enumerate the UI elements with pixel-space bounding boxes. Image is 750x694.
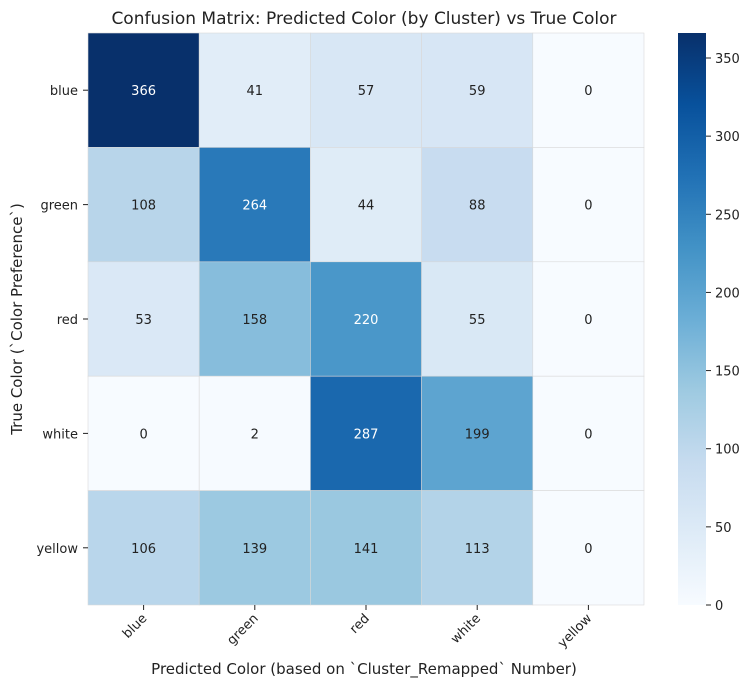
- heatmap-cell: [532, 261, 645, 377]
- heatmap-cell: [532, 375, 645, 491]
- cell-value-label: 0: [139, 427, 147, 442]
- cell-value-label: 0: [584, 313, 592, 328]
- cell-value-label: 287: [354, 427, 379, 442]
- x-tick-label: yellow: [555, 611, 595, 651]
- x-tick-label: blue: [120, 611, 150, 641]
- heatmap-cell: [310, 490, 422, 606]
- heatmap-cell: [198, 261, 311, 377]
- x-axis-ticks: blue green red white yellow: [120, 605, 595, 651]
- heatmap-cell: [198, 32, 311, 148]
- cell-value-label: 141: [354, 542, 379, 557]
- colorbar-ticks: 0 50 100 150 200 250 300 350: [706, 52, 740, 614]
- heatmap-cells: [87, 32, 645, 606]
- heatmap-cell: [421, 261, 534, 377]
- colorbar-tick-label: 200: [715, 286, 740, 301]
- colorbar: [678, 33, 706, 605]
- cell-value-label: 0: [584, 84, 592, 99]
- chart-title: Confusion Matrix: Predicted Color (by Cl…: [111, 9, 616, 29]
- y-axis-ticks: blue green red white yellow: [36, 84, 88, 557]
- x-tick-label: white: [448, 611, 484, 647]
- cell-value-label: 220: [354, 313, 379, 328]
- heatmap-cell: [310, 375, 422, 491]
- cell-value-label: 199: [465, 427, 490, 442]
- colorbar-tick-label: 250: [715, 208, 740, 223]
- cell-value-label: 106: [131, 542, 156, 557]
- heatmap-cell: [87, 490, 200, 606]
- cell-value-label: 139: [242, 542, 267, 557]
- heatmap-cell: [532, 147, 645, 263]
- x-tick-label: green: [224, 611, 261, 648]
- y-tick-label: yellow: [36, 542, 78, 557]
- y-tick-label: red: [57, 313, 78, 328]
- heatmap-cell: [310, 32, 422, 148]
- colorbar-tick-label: 300: [715, 130, 740, 145]
- y-tick-label: white: [42, 427, 78, 442]
- cell-value-label: 2: [251, 427, 259, 442]
- cell-value-label: 264: [242, 199, 267, 214]
- heatmap-cell: [532, 490, 645, 606]
- heatmap-cell: [421, 375, 534, 491]
- heatmap-cell: [87, 32, 200, 148]
- heatmap-cell: [198, 375, 311, 491]
- cell-value-label: 55: [469, 313, 486, 328]
- x-tick-label: red: [347, 611, 373, 637]
- y-tick-label: green: [40, 199, 78, 214]
- cell-value-label: 53: [135, 313, 152, 328]
- cell-value-label: 57: [358, 84, 375, 99]
- y-tick-label: blue: [50, 84, 78, 99]
- x-axis-label: Predicted Color (based on `Cluster_Remap…: [151, 660, 577, 679]
- colorbar-tick-label: 50: [715, 521, 732, 536]
- cell-value-label: 113: [465, 542, 490, 557]
- cell-value-label: 366: [131, 84, 156, 99]
- heatmap-cell: [198, 490, 311, 606]
- heatmap-cell-labels: 366 41 57 59 0 108 264 44 88 0 53 158 220 55 0 0 2 287 199…: [131, 84, 592, 557]
- colorbar-tick-label: 100: [715, 443, 740, 458]
- y-axis-label: True Color (`Color Preference`): [8, 203, 26, 436]
- cell-value-label: 0: [584, 427, 592, 442]
- colorbar-tick-label: 0: [715, 599, 723, 614]
- cell-value-label: 158: [242, 313, 267, 328]
- heatmap-cell: [198, 147, 311, 263]
- heatmap-cell: [87, 147, 200, 263]
- cell-value-label: 108: [131, 199, 156, 214]
- cell-value-label: 44: [358, 199, 375, 214]
- cell-value-label: 41: [247, 84, 264, 99]
- cell-value-label: 88: [469, 199, 486, 214]
- colorbar-tick-label: 150: [715, 365, 740, 380]
- cell-value-label: 0: [584, 199, 592, 214]
- heatmap-cell: [532, 32, 645, 148]
- cell-value-label: 0: [584, 542, 592, 557]
- cell-value-label: 59: [469, 84, 486, 99]
- heatmap-cell: [310, 261, 422, 377]
- colorbar-tick-label: 350: [715, 52, 740, 67]
- heatmap-cell: [310, 147, 422, 263]
- heatmap-cell: [421, 32, 534, 148]
